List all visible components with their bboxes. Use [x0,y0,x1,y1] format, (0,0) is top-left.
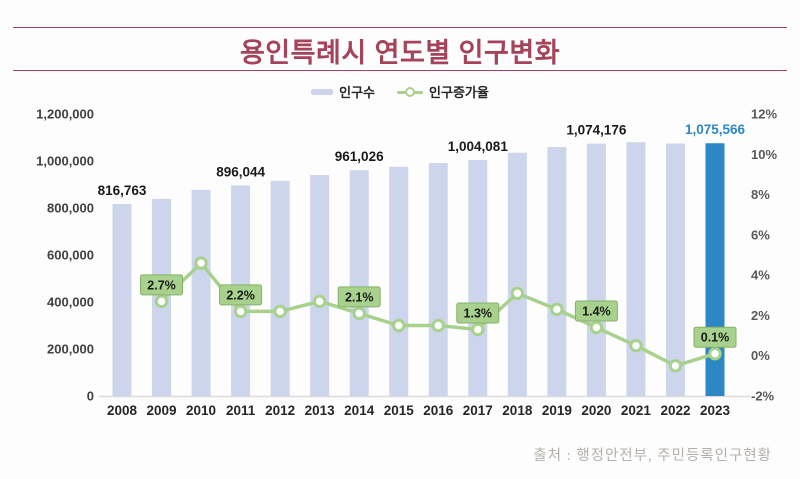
growth-marker-2021 [629,338,643,353]
bar-value-label-2023: 1,075,566 [685,122,746,137]
population-bar-2008 [112,204,132,396]
x-axis-label-2019: 2019 [542,403,572,418]
x-axis-label-2022: 2022 [660,403,690,418]
growth-marker-2017 [471,322,485,337]
growth-marker-2011 [233,304,248,319]
population-bar-2018 [507,152,527,396]
population-bar-2016 [428,163,448,396]
bar-value-label-2008: 816,763 [98,183,147,198]
right-axis-tick: 8% [751,187,770,202]
right-axis-tick: 2% [751,308,770,323]
legend-item-population: 인구수 [311,82,375,101]
growth-label-box-2023 [693,326,737,348]
left-axis-tick: 1,200,000 [36,107,94,122]
x-axis-label-2011: 2011 [226,403,256,418]
growth-label-2014: 2.1% [345,290,374,304]
population-change-chart: 0 200,000 400,000 600,000 800,000 1,000,000 1,… [36,107,777,419]
x-axis-label-2010: 2010 [186,403,216,418]
chart-legend: 인구수 인구증가율 [0,82,800,101]
growth-marker-2019 [550,302,564,317]
growth-marker-2010 [194,256,208,270]
growth-label-box-2017 [456,302,500,324]
population-bar-2012 [270,180,290,396]
right-axis-tick: 0% [751,348,770,363]
legend-item-growth-rate: 인구증가율 [397,82,489,101]
left-axis-tick: 0 [87,389,94,404]
right-axis-tick: 4% [751,268,770,283]
population-bar-2014 [349,170,369,396]
title-top-rule [13,27,787,28]
growth-marker-2012 [273,304,287,319]
x-axis-label-2016: 2016 [423,403,454,418]
growth-marker-2022 [668,359,683,373]
right-axis-tick: 6% [751,227,770,242]
growth-label-2011: 2.2% [226,288,255,302]
x-axis-label-2012: 2012 [265,403,295,418]
growth-marker-2023 [708,347,722,361]
population-bar-2017 [468,160,488,396]
x-axis-label-2020: 2020 [581,403,611,418]
left-axis-tick: 600,000 [47,248,94,263]
bar-value-label-2020: 1,074,176 [566,123,627,138]
page-title: 용인특례시 연도별 인구변화 [239,38,561,68]
bar-value-label-2014: 961,026 [335,149,384,164]
population-bar-2015 [389,166,409,396]
growth-label-box-2020 [574,300,618,322]
left-axis-tick: 400,000 [47,295,94,310]
left-axis-tick: 200,000 [47,342,94,357]
growth-label-box-2014 [337,286,381,308]
legend-label-growth-rate: 인구증가율 [429,85,489,100]
bar-value-label-2017: 1,004,081 [448,139,509,154]
growth-marker-2015 [392,318,406,333]
growth-label-box-2009 [140,274,184,296]
population-bar-2020 [586,143,606,396]
x-axis-label-2017: 2017 [463,403,493,418]
population-bar-2022 [665,143,685,396]
population-bar-2010 [191,189,211,396]
bar-value-label-2011: 896,044 [216,164,265,179]
population-bar-2013 [310,174,330,396]
x-axis-label-2009: 2009 [147,403,177,418]
left-axis-tick: 800,000 [47,201,94,216]
growth-marker-2020 [589,320,604,335]
left-axis-tick: 1,000,000 [36,154,94,169]
right-axis-tick: 12% [751,107,777,122]
population-bar-2019 [547,147,567,396]
growth-label-box-2011 [219,284,263,306]
legend-label-population: 인구수 [339,85,376,100]
x-axis-label-2008: 2008 [107,403,138,418]
line-series-swatch-icon [397,86,424,98]
x-axis-label-2023: 2023 [700,403,731,418]
population-bar-2021 [626,142,646,396]
source-caption: 출처 : 행정안전부, 주민등록인구현황 [533,448,772,464]
x-axis-label-2021: 2021 [621,403,652,418]
growth-label-2017: 1.3% [464,307,493,321]
growth-label-2023: 0.1% [701,331,730,345]
growth-marker-2014 [352,306,366,321]
growth-marker-2016 [431,318,445,333]
growth-marker-2018 [510,286,525,300]
growth-label-2020: 1.4% [582,305,611,319]
x-axis-label-2018: 2018 [502,403,533,418]
right-axis-tick: 10% [751,147,777,162]
right-axis-tick: -2% [751,389,775,404]
growth-marker-2009 [154,294,169,309]
x-axis-label-2013: 2013 [305,403,336,418]
bar-series-swatch-icon [311,88,334,95]
growth-label-2009: 2.7% [147,278,176,292]
title-bottom-rule [13,70,787,71]
x-axis-label-2015: 2015 [384,403,415,418]
x-axis-label-2014: 2014 [344,403,375,418]
growth-marker-2013 [312,294,327,309]
